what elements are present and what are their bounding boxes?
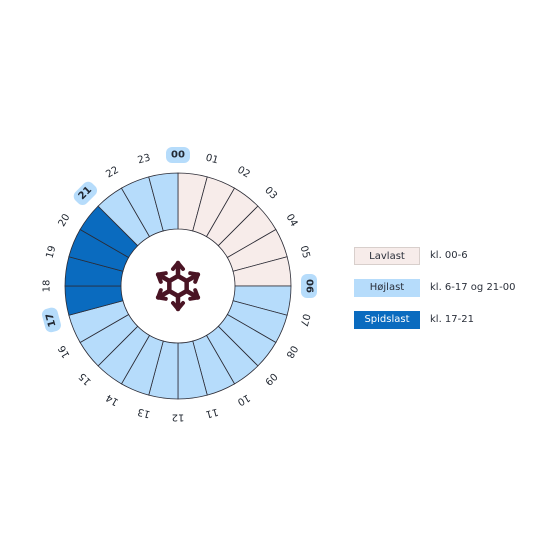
hour-label-highlight [73,181,98,206]
hour-label-01: 01 [204,153,219,167]
hour-label-text: 02 [235,165,252,181]
hour-label-text: 13 [137,406,152,420]
hour-label-text: 04 [284,212,300,229]
hour-label-text: 20 [57,212,73,229]
legend-range-lavlast: kl. 00-6 [430,250,468,261]
hour-label-00: 00 [166,147,190,163]
hour-label-20: 20 [57,212,73,229]
hour-label-text: 18 [42,280,53,293]
hour-label-23: 23 [137,153,152,167]
hour-label-text: 17 [44,312,58,328]
hour-label-text: 00 [171,150,185,161]
hour-label-05: 05 [298,245,312,260]
hour-ring [64,172,292,400]
hour-label-text: 03 [262,185,279,202]
legend-swatch-spidslast: Spidslast [354,311,420,329]
hour-label-text: 08 [284,343,300,360]
hour-label-text: 22 [104,165,121,181]
hour-label-02: 02 [235,165,252,181]
hour-label-19: 19 [45,245,59,260]
hour-label-text: 10 [235,392,252,408]
hour-label-10: 10 [235,392,252,408]
snowflake-icon [155,260,201,312]
hour-label-text: 16 [57,343,73,360]
hour-label-text: 11 [204,406,219,420]
hour-label-text: 12 [172,412,185,423]
hour-label-03: 03 [262,185,279,202]
hour-label-21: 21 [73,181,98,206]
hour-label-text: 09 [262,370,279,387]
hour-label-17: 17 [41,307,61,333]
legend-swatch-hojlast: Højlast [354,279,420,297]
hour-label-11: 11 [204,406,219,420]
legend-swatch-lavlast: Lavlast [354,247,420,265]
hour-label-highlight [301,274,317,298]
hour-segment-23 [148,172,179,232]
hour-label-highlight [166,147,190,163]
hour-label-text: 14 [104,392,121,408]
hour-label-text: 07 [298,312,312,327]
hour-label-22: 22 [104,165,121,181]
legend-range-hojlast: kl. 6-17 og 21-00 [430,282,516,293]
hour-label-text: 19 [45,245,59,260]
hour-label-04: 04 [284,212,300,229]
hour-label-16: 16 [57,343,73,360]
hour-label-09: 09 [262,370,279,387]
hour-label-text: 15 [77,370,94,387]
hour-label-08: 08 [284,343,300,360]
legend-range-spidslast: kl. 17-21 [430,314,474,325]
hour-label-14: 14 [104,392,121,408]
hour-label-13: 13 [137,406,152,420]
hour-label-06: 06 [301,274,317,298]
hour-label-12: 12 [172,412,185,423]
hour-label-text: 23 [137,153,152,167]
hour-label-text: 06 [304,279,315,293]
hour-label-18: 18 [42,280,53,293]
hour-label-15: 15 [77,370,94,387]
hour-label-text: 01 [204,153,219,167]
hour-label-07: 07 [298,312,312,327]
hour-label-highlight [41,307,61,333]
hour-label-text: 05 [298,245,312,260]
